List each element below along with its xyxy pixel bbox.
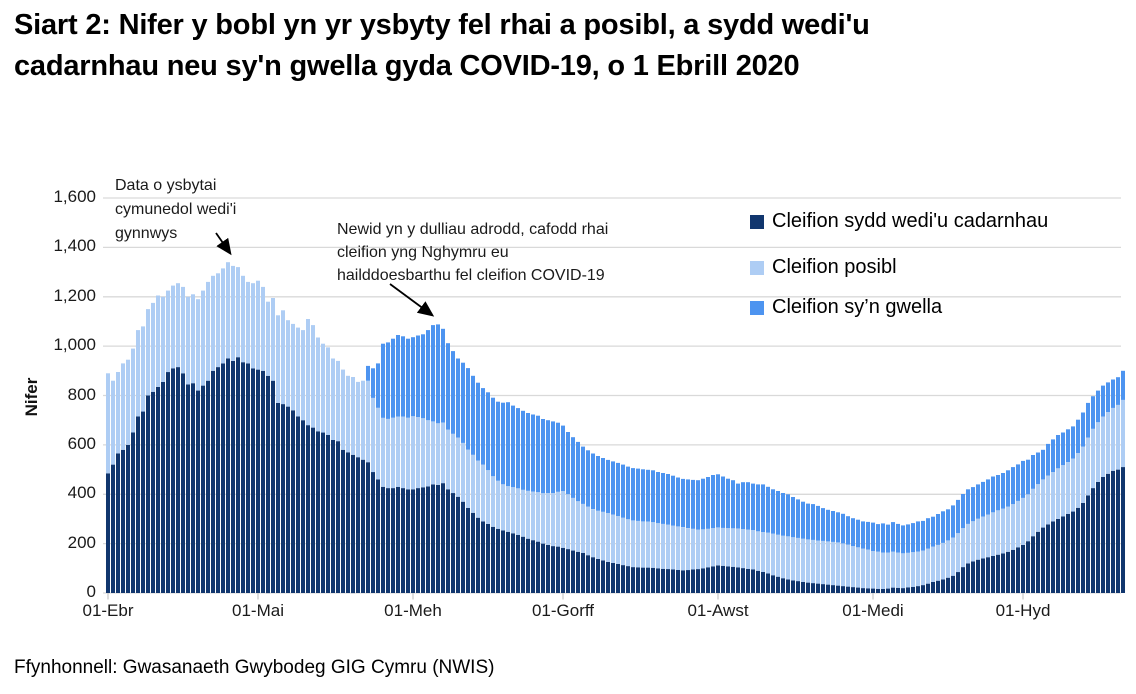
recovering-swatch-icon xyxy=(750,300,764,315)
x-tick-label: 01-Meh xyxy=(384,601,442,620)
chart-title: Siart 2: Nifer y bobl yn yr ysbyty fel r… xyxy=(14,9,870,82)
annotation-arrow-2 xyxy=(389,283,435,317)
legend-item-possible: Cleifion posibl xyxy=(750,256,897,279)
x-tick-label: 01-Ebr xyxy=(82,601,134,620)
annotation-line: hailddoesbarthu fel cleifion COVID-19 xyxy=(337,267,605,285)
y-tick-label: 800 xyxy=(67,384,96,404)
y-tick-label: 600 xyxy=(67,433,96,453)
y-tick-label: 1,600 xyxy=(53,187,96,206)
annotation-community-hospitals: Data o ysbytai cymunedol wedi'i gynnwys xyxy=(115,174,236,246)
x-tick-label: 01-Mai xyxy=(232,601,284,620)
annotation-reporting-change: Newid yn y dulliau adrodd, cafodd rhai c… xyxy=(337,218,608,287)
x-tick-label: 01-Gorff xyxy=(531,601,595,620)
annotation-line: cleifion yng Nghymru eu xyxy=(337,244,509,262)
y-tick-label: 400 xyxy=(67,483,96,503)
y-tick-label: 1,400 xyxy=(53,236,96,256)
annotation-arrow-1 xyxy=(215,232,232,256)
confirmed-swatch-icon xyxy=(750,214,764,229)
annotation-line: cymunedol wedi'i xyxy=(115,201,237,218)
y-tick-label: 1,000 xyxy=(53,335,96,355)
x-tick-label: 01-Hyd xyxy=(995,601,1051,620)
x-tick-label: 01-Awst xyxy=(687,601,749,620)
x-tick-label: 01-Medi xyxy=(842,601,904,620)
legend-label: Cleifion sydd wedi'u cadarnhau xyxy=(772,210,1049,232)
y-tick-label: 200 xyxy=(67,532,96,552)
annotation-line: Newid yn y dulliau adrodd, cafodd rhai xyxy=(337,221,609,238)
annotation-line: Data o ysbytai xyxy=(115,177,217,194)
legend-item-confirmed: Cleifion sydd wedi'u cadarnhau xyxy=(750,210,1048,233)
y-tick-label: 0 xyxy=(86,582,96,601)
possible-swatch-icon xyxy=(750,260,764,275)
legend-item-recovering: Cleifion sy’n gwella xyxy=(750,296,942,319)
annotation-line: gynnwys xyxy=(115,225,178,242)
legend-label: Cleifion sy’n gwella xyxy=(772,296,943,318)
legend-label: Cleifion posibl xyxy=(772,256,897,278)
source-note: Ffynhonnell: Gwasanaeth Gwybodeg GIG Cym… xyxy=(14,657,495,678)
y-tick-label: 1,200 xyxy=(53,285,96,305)
